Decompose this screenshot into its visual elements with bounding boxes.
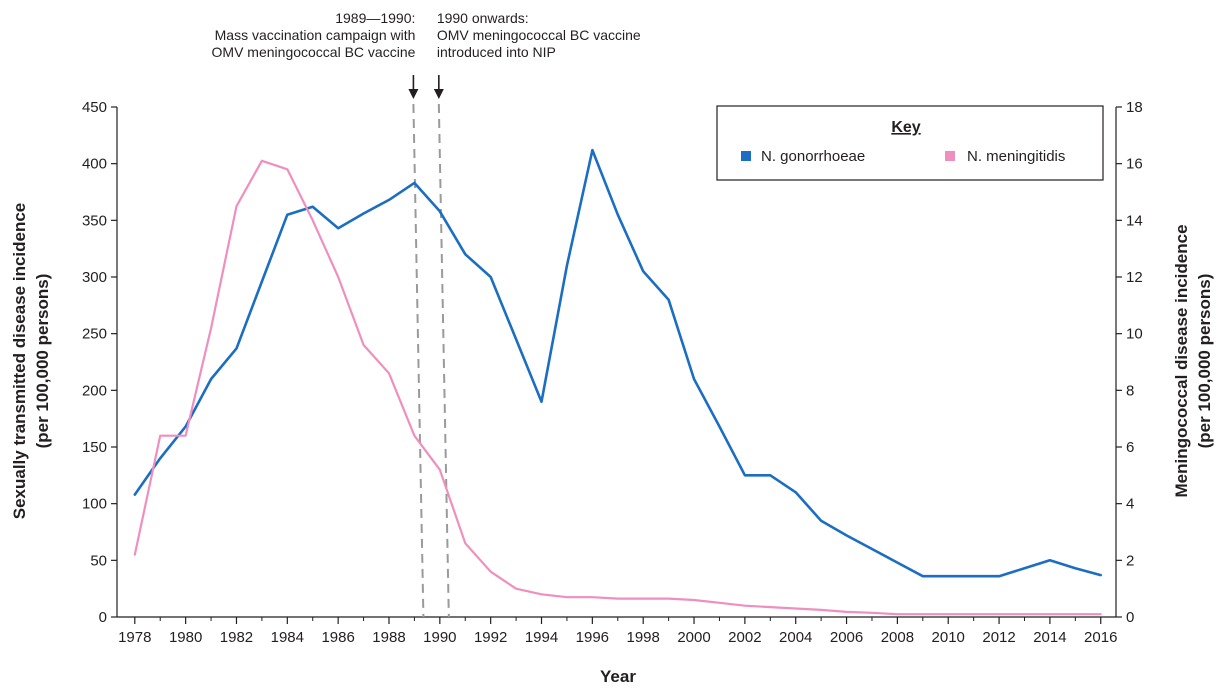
y-left-tick-label: 100 — [82, 496, 107, 513]
y-right-tick-label: 12 — [1126, 269, 1143, 286]
x-tick-label: 2006 — [830, 629, 863, 646]
y-left-tick-label: 350 — [82, 212, 107, 229]
y-left-tick-label: 200 — [82, 382, 107, 399]
annotation-text-line: OMV meningococcal BC vaccine — [437, 27, 641, 43]
x-tick-label: 2012 — [982, 629, 1015, 646]
annotations: 1989—1990:Mass vaccination campaign with… — [212, 10, 641, 99]
y-left-tick-label: 300 — [82, 269, 107, 286]
x-tick-label: 1988 — [372, 629, 405, 646]
x-tick-label: 1994 — [525, 629, 558, 646]
x-tick-label: 1986 — [321, 629, 354, 646]
y-right-tick-label: 6 — [1126, 439, 1134, 456]
y-right-tick-label: 18 — [1126, 99, 1143, 116]
legend-label-gonorrhoeae: N. gonorrhoeae — [761, 148, 865, 165]
y-left-tick-label: 450 — [82, 99, 107, 116]
annotation-text-line: 1990 onwards: — [437, 10, 529, 26]
annotation-arrow-head — [433, 89, 444, 99]
y-left-tick-label: 250 — [82, 326, 107, 343]
legend: Key N. gonorrhoeae N. meningitidis — [716, 105, 1104, 181]
x-tick-label: 1982 — [220, 629, 253, 646]
annotation-text-line: OMV meningococcal BC vaccine — [212, 44, 416, 60]
x-tick-label: 1996 — [576, 629, 609, 646]
y-right-tick-label: 16 — [1126, 156, 1143, 173]
x-tick-label: 1990 — [423, 629, 456, 646]
x-tick-label: 2002 — [728, 629, 761, 646]
legend-title: Key — [891, 119, 920, 136]
vaccination-dashed-line — [412, 103, 425, 618]
annotation-arrow-head — [408, 89, 419, 99]
vaccination-reference-lines — [412, 103, 450, 618]
y-left-tick-label: 150 — [82, 439, 107, 456]
y-axis-right-title-line1: Meningococcal disease incidence — [1172, 224, 1191, 497]
legend-swatch-gonorrhoeae — [741, 151, 751, 161]
legend-box — [716, 105, 1104, 181]
x-tick-label: 1998 — [627, 629, 660, 646]
series-line-n-gonorrhoeae — [133, 148, 1102, 578]
series-line-n-meningitidis — [133, 159, 1102, 616]
x-tick-label: 1978 — [118, 629, 151, 646]
y-right-tick-label: 8 — [1126, 382, 1134, 399]
legend-swatch-meningitidis — [945, 151, 955, 161]
x-tick-label: 2014 — [1033, 629, 1066, 646]
y-axis-left-title-line2: (per 100,000 persons) — [33, 274, 52, 449]
y-axis-right-title-line2: (per 100,000 persons) — [1195, 274, 1214, 449]
axes: 0 50 100 150 200 250 300 350 400 450 0 2 4 6 8 10 12 14 16… — [82, 99, 1143, 646]
x-tick-label: 2010 — [932, 629, 965, 646]
x-tick-label: 2004 — [779, 629, 812, 646]
y-axis-left-title-line1: Sexually transmitted disease incidence — [10, 203, 29, 520]
x-tick-label: 1992 — [474, 629, 507, 646]
annotation-text-line: 1989—1990: — [335, 10, 415, 26]
y-right-tick-label: 10 — [1126, 326, 1143, 343]
y-left-tick-label: 0 — [99, 609, 107, 626]
y-right-tick-label: 4 — [1126, 496, 1134, 513]
x-tick-label: 1984 — [271, 629, 304, 646]
x-tick-label: 2008 — [881, 629, 914, 646]
annotation-text-line: Mass vaccination campaign with — [215, 27, 416, 43]
y-left-tick-label: 400 — [82, 156, 107, 173]
x-tick-label: 2000 — [677, 629, 710, 646]
x-tick-label: 2016 — [1084, 629, 1117, 646]
y-right-tick-label: 0 — [1126, 609, 1134, 626]
y-right-tick-label: 14 — [1126, 212, 1143, 229]
x-tick-label: 1980 — [169, 629, 202, 646]
annotation-text-line: introduced into NIP — [437, 44, 556, 60]
y-left-tick-label: 50 — [90, 552, 107, 569]
vaccination-dashed-line — [437, 103, 450, 618]
legend-label-meningitidis: N. meningitidis — [967, 148, 1065, 165]
y-right-tick-label: 2 — [1126, 552, 1134, 569]
x-axis-title: Year — [600, 667, 636, 686]
data-series — [133, 148, 1102, 616]
